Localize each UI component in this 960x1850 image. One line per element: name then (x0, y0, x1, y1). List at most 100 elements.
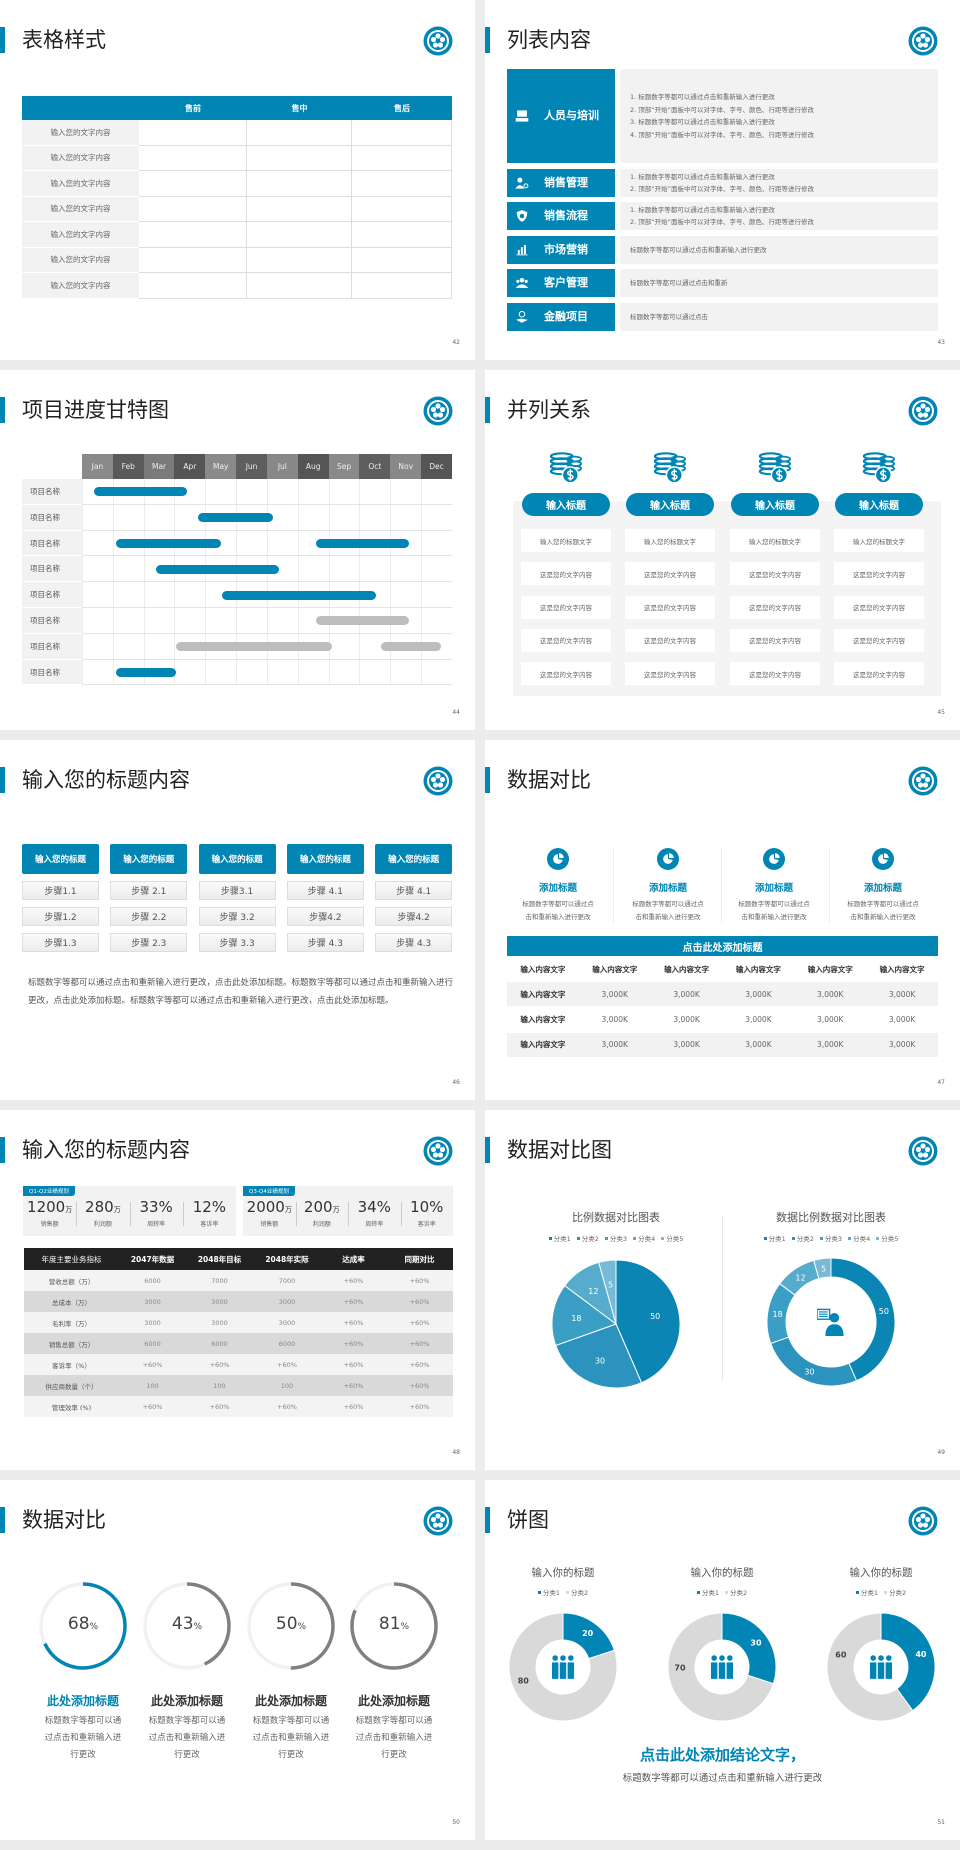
text-cell[interactable]: 这是您的文字内容 (834, 628, 924, 652)
kpi-number: 33% (139, 1198, 173, 1216)
legend-swatch (661, 1236, 665, 1240)
table-cell[interactable] (352, 273, 452, 299)
step-box[interactable]: 步骤4.2 (286, 907, 364, 926)
step-box[interactable]: 步骤1.1 (22, 881, 99, 900)
step-box[interactable]: 步骤 4.3 (375, 933, 453, 952)
gantt-bar[interactable] (155, 564, 280, 574)
kpi-value: 280 万 (76, 1198, 129, 1218)
gantt-bar[interactable] (176, 642, 332, 652)
step-box[interactable]: 步骤 2.3 (110, 933, 188, 952)
text-cell[interactable]: 这是您的文字内容 (625, 562, 715, 586)
heading-pill[interactable]: 输入标题 (626, 493, 714, 516)
table-cell[interactable] (139, 120, 247, 146)
list-item-1[interactable]: 销售管理 (507, 169, 615, 197)
heading-pill[interactable]: 输入标题 (522, 493, 610, 516)
text-cell[interactable]: 这是您的文字内容 (521, 662, 611, 686)
table-cell[interactable] (352, 247, 452, 273)
legend-item: 分类2 (884, 1587, 906, 1597)
table-cell[interactable] (352, 120, 452, 146)
text-cell[interactable]: 输入您的标题文字 (625, 529, 715, 552)
gantt-bar[interactable] (115, 539, 221, 548)
table-cell[interactable] (247, 196, 352, 222)
step-box[interactable]: 步骤 4.1 (375, 881, 453, 900)
text-cell[interactable]: 这是您的文字内容 (625, 595, 715, 619)
table-cell[interactable] (247, 145, 352, 171)
step-box[interactable]: 步骤 2.1 (110, 881, 188, 900)
gantt-bar[interactable] (222, 590, 377, 600)
step-box[interactable]: 步骤 3.3 (198, 933, 276, 952)
text-cell[interactable]: 这是您的文字内容 (730, 628, 820, 652)
heading-pill[interactable]: 输入标题 (835, 493, 923, 516)
step-box[interactable]: 步骤3.1 (198, 881, 276, 900)
table-cell[interactable] (139, 171, 247, 197)
step-box[interactable]: 步骤1.2 (22, 907, 99, 926)
table-cell[interactable] (139, 145, 247, 171)
heading-pill[interactable]: 输入标题 (731, 493, 819, 516)
text-cell[interactable]: 这是您的文字内容 (521, 628, 611, 652)
step-heading[interactable]: 输入您的标题 (110, 844, 188, 874)
text-cell[interactable]: 这是您的文字内容 (834, 562, 924, 586)
table-cell[interactable] (139, 222, 247, 248)
step-box[interactable]: 步骤4.2 (375, 907, 453, 926)
text-cell[interactable]: 这是您的文字内容 (625, 628, 715, 652)
gantt-bar[interactable] (197, 513, 274, 523)
table-title-bar[interactable]: 点击此处添加标题 (507, 936, 938, 956)
row-label-cell[interactable]: 输入您的文字内容 (22, 120, 139, 146)
gantt-bar[interactable] (381, 642, 442, 652)
list-item-3[interactable]: 市场营销 (507, 236, 615, 264)
title-accent-bar (485, 767, 490, 793)
table-cell[interactable] (352, 196, 452, 222)
table-cell[interactable] (139, 196, 247, 222)
step-heading[interactable]: 输入您的标题 (198, 844, 276, 874)
list-item-5[interactable]: 金融项目 (507, 303, 615, 331)
table-cell[interactable] (247, 273, 352, 299)
step-box[interactable]: 步骤 4.1 (286, 881, 364, 900)
table-cell: 3000 (278, 1297, 296, 1306)
table-cell[interactable] (352, 222, 452, 248)
gantt-bar[interactable] (316, 616, 409, 626)
list-item-4[interactable]: 客户管理 (507, 269, 615, 297)
list-item-0[interactable]: 人员与培训 (507, 69, 615, 163)
table-cell[interactable] (247, 171, 352, 197)
row-label-cell[interactable]: 输入您的文字内容 (22, 247, 139, 273)
text-cell[interactable]: 这是您的文字内容 (521, 595, 611, 619)
text-cell[interactable]: 输入您的标题文字 (521, 529, 611, 552)
text-cell[interactable]: 这是您的文字内容 (625, 662, 715, 686)
table-cell[interactable] (247, 222, 352, 248)
step-box[interactable]: 步骤1.3 (22, 933, 99, 952)
table-cell[interactable] (139, 273, 247, 299)
ring-unit: % (400, 1622, 410, 1632)
text-cell[interactable]: 这是您的文字内容 (730, 662, 820, 686)
table-cell[interactable] (247, 120, 352, 146)
gantt-bar[interactable] (115, 668, 177, 677)
step-box[interactable]: 步骤 2.2 (110, 907, 188, 926)
text-cell[interactable]: 这是您的文字内容 (521, 562, 611, 586)
title-accent-bar (0, 397, 5, 423)
step-heading[interactable]: 输入您的标题 (286, 844, 364, 874)
text-cell[interactable]: 输入您的标题文字 (834, 529, 924, 552)
row-label-cell[interactable]: 输入您的文字内容 (22, 273, 139, 299)
list-item-2[interactable]: 销售流程 (507, 202, 615, 230)
gantt-bar[interactable] (94, 487, 187, 497)
step-box[interactable]: 步骤 4.3 (286, 933, 364, 952)
step-heading[interactable]: 输入您的标题 (375, 844, 453, 874)
slice-label: 70 (674, 1664, 686, 1673)
text-cell[interactable]: 这是您的文字内容 (834, 595, 924, 619)
text-cell[interactable]: 这是您的文字内容 (834, 662, 924, 686)
text-cell[interactable]: 输入您的标题文字 (730, 529, 820, 552)
gantt-bar[interactable] (316, 539, 409, 548)
step-heading[interactable]: 输入您的标题 (22, 844, 99, 874)
text-cell[interactable]: 这是您的文字内容 (730, 562, 820, 586)
row-label-cell[interactable]: 输入您的文字内容 (22, 222, 139, 248)
text-cell[interactable]: 这是您的文字内容 (730, 595, 820, 619)
table-cell[interactable] (352, 171, 452, 197)
row-label-cell[interactable]: 输入您的文字内容 (22, 171, 139, 197)
legend-label: 分类5 (881, 1235, 899, 1243)
table-cell[interactable] (352, 145, 452, 171)
list-item-label: 客户管理 (544, 276, 588, 289)
table-cell[interactable] (247, 247, 352, 273)
row-label-cell[interactable]: 输入您的文字内容 (22, 145, 139, 171)
step-box[interactable]: 步骤 3.2 (198, 907, 276, 926)
table-cell[interactable] (139, 247, 247, 273)
row-label-cell[interactable]: 输入您的文字内容 (22, 196, 139, 222)
